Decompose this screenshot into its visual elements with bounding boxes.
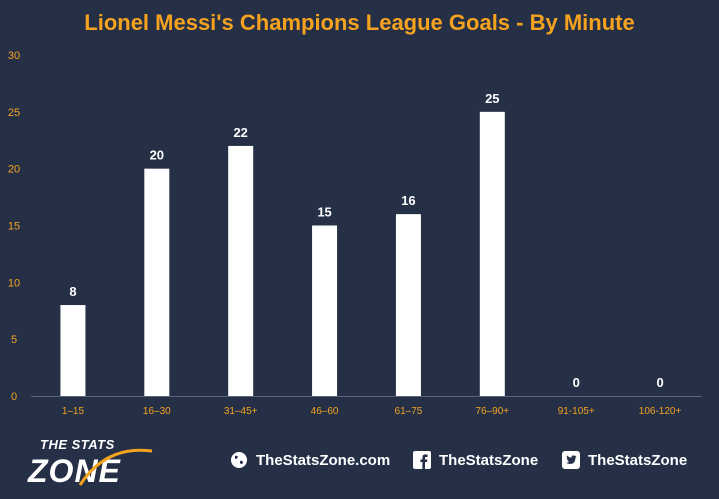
facebook-link[interactable]: TheStatsZone: [413, 451, 538, 469]
data-label: 20: [150, 148, 164, 163]
data-label: 8: [69, 284, 76, 299]
twitter-link[interactable]: TheStatsZone: [562, 451, 687, 469]
y-tick-label: 30: [8, 50, 20, 62]
y-tick-label: 10: [8, 277, 20, 289]
x-tick-label: 106-120+: [639, 406, 682, 417]
stats-zone-logo: THE STATS ZONE: [28, 437, 158, 489]
x-tick-label: 76–90+: [475, 406, 509, 417]
x-tick-label: 16–30: [143, 406, 171, 417]
chart-title: Lionel Messi's Champions League Goals - …: [84, 10, 635, 35]
x-tick-label: 46–60: [311, 406, 339, 417]
x-tick-label: 1–15: [62, 406, 85, 417]
website-link[interactable]: TheStatsZone.com: [230, 451, 390, 469]
bar: [479, 111, 505, 396]
facebook-icon: [413, 451, 431, 469]
x-tick-label: 61–75: [395, 406, 423, 417]
data-label: 22: [233, 125, 247, 140]
bar: [228, 145, 254, 396]
logo-swoosh-icon: [78, 448, 153, 486]
x-tick-label: 91-105+: [558, 406, 595, 417]
y-tick-label: 5: [11, 334, 17, 346]
website-text: TheStatsZone.com: [256, 451, 391, 469]
y-tick-label: 25: [8, 107, 20, 119]
facebook-text: TheStatsZone: [439, 451, 539, 469]
x-tick-label: 31–45+: [224, 406, 258, 417]
y-tick-label: 20: [8, 164, 20, 176]
y-tick-label: 15: [8, 221, 20, 233]
logo-small-text: THE STATS: [40, 437, 115, 452]
data-label: 25: [485, 91, 499, 106]
data-label: 0: [656, 375, 663, 390]
bar: [60, 305, 86, 396]
footer: THE STATS ZONE TheStatsZone.com TheStats…: [0, 425, 719, 499]
data-label: 16: [401, 193, 415, 208]
twitter-icon: [562, 451, 580, 469]
bar: [144, 168, 170, 396]
data-label: 15: [317, 205, 331, 220]
bar: [395, 214, 421, 396]
bar: [312, 225, 338, 396]
twitter-text: TheStatsZone: [588, 451, 688, 469]
y-tick-label: 0: [11, 391, 17, 403]
bar-chart: 0 5 10 15 20 25 30 8 1–15 20 16–30 22 31–45+ 15 46–60 1…: [8, 50, 702, 417]
globe-icon: [231, 452, 247, 468]
data-label: 0: [573, 375, 580, 390]
